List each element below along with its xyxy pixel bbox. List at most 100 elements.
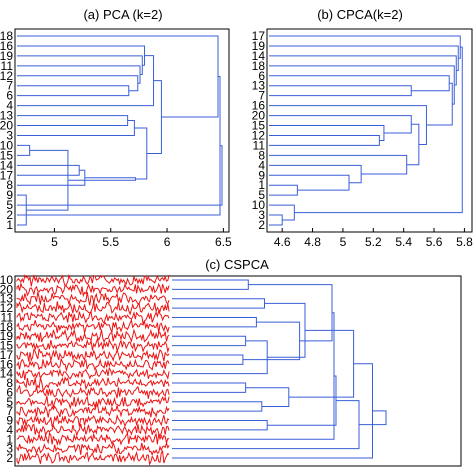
leaf-label-c-9: 16	[0, 357, 13, 371]
leaf-label-a-16: 9	[6, 188, 13, 202]
x-tick-label-a-3: 6.5	[215, 235, 232, 249]
panel-c-signal	[16, 273, 170, 466]
merge-link-a-12	[17, 55, 143, 76]
signal-trace	[16, 348, 170, 362]
signal-trace	[16, 384, 170, 399]
merge-link-a-9	[17, 85, 130, 97]
x-tick-label-b-4: 5.4	[395, 235, 412, 249]
leaf-label-c-3: 12	[0, 301, 13, 315]
merge-link-b-3	[269, 174, 350, 191]
leaf-label-c-13: 5	[6, 395, 13, 409]
x-tick-label-b-0: 4.6	[274, 235, 291, 249]
leaf-label-b-7: 16	[252, 99, 266, 113]
merge-link-c-16	[172, 400, 360, 450]
leaf-label-b-4: 6	[258, 69, 265, 83]
merge-link-b-17	[269, 35, 461, 59]
leaf-label-c-18: 3	[6, 442, 13, 456]
leaf-label-c-2: 13	[0, 292, 13, 306]
panel-a: (a) PCA (k=2) 18161911127641320310151417…	[0, 7, 232, 249]
leaf-label-b-5: 13	[252, 79, 266, 93]
leaf-label-a-15: 8	[6, 178, 13, 192]
leaf-label-a-2: 19	[0, 49, 13, 63]
merge-link-c-10	[172, 401, 263, 412]
leaf-label-a-19: 1	[6, 218, 13, 232]
signal-trace	[16, 300, 170, 316]
merge-link-b-5	[269, 154, 408, 175]
leaf-label-b-18: 3	[258, 208, 265, 222]
leaf-label-b-11: 11	[253, 138, 266, 152]
leaf-label-b-19: 2	[258, 218, 265, 232]
merge-link-c-13	[245, 387, 290, 407]
signal-trace	[16, 404, 170, 418]
leaf-label-b-14: 9	[258, 168, 265, 182]
signal-trace	[16, 273, 170, 287]
leaf-label-a-0: 18	[0, 29, 13, 43]
merge-link-c-0	[172, 279, 249, 290]
leaf-label-b-16: 5	[258, 188, 265, 202]
merge-link-b-8	[269, 115, 412, 134]
x-tick-label-a-0: 5	[51, 235, 58, 249]
merge-link-c-9	[172, 382, 247, 393]
leaf-label-b-10: 12	[252, 128, 266, 142]
leaf-label-c-19: 2	[6, 451, 13, 465]
panel-b: (b) CPCA(k=2) 17191418613716201512118491…	[252, 7, 473, 249]
merge-link-c-14	[267, 375, 337, 426]
panel-b-links	[269, 35, 463, 226]
panel-b-frame	[266, 28, 473, 233]
signal-trace	[16, 395, 170, 410]
merge-link-a-5	[67, 177, 137, 181]
merge-link-b-0	[269, 214, 283, 226]
x-tick-label-a-1: 5.5	[102, 235, 119, 249]
merge-link-a-17	[17, 76, 221, 216]
merge-link-b-12	[269, 75, 450, 92]
leaf-label-b-0: 17	[252, 29, 266, 43]
signal-trace	[16, 291, 170, 306]
merge-link-c-18	[359, 410, 387, 426]
leaf-label-a-12: 15	[0, 148, 13, 162]
signal-trace	[16, 413, 170, 428]
merge-link-a-15	[146, 80, 162, 155]
leaf-label-b-3: 18	[252, 59, 266, 73]
merge-link-a-1	[17, 144, 31, 156]
leaf-label-c-7: 15	[0, 339, 13, 353]
leaf-label-c-17: 1	[6, 432, 13, 446]
signal-trace	[16, 309, 170, 326]
merge-link-b-1	[269, 204, 295, 221]
leaf-label-a-14: 17	[0, 168, 13, 182]
merge-link-c-7	[264, 302, 306, 358]
leaf-label-a-1: 16	[0, 39, 13, 53]
x-tick-label-b-1: 4.8	[304, 235, 321, 249]
leaf-label-a-18: 2	[6, 208, 13, 222]
leaf-label-a-4: 12	[0, 69, 13, 83]
merge-link-b-11	[269, 85, 412, 97]
leaf-label-b-13: 4	[258, 158, 265, 172]
leaf-label-c-12: 6	[6, 385, 13, 399]
merge-link-b-13	[426, 82, 453, 126]
signal-trace	[16, 376, 170, 391]
x-tick-label-a-2: 6	[164, 235, 171, 249]
signal-trace	[16, 281, 170, 298]
merge-link-b-16	[269, 45, 459, 71]
merge-link-c-2	[172, 316, 257, 328]
merge-link-a-14	[17, 55, 155, 107]
merge-link-b-9	[406, 123, 420, 166]
merge-link-c-15	[288, 329, 355, 398]
x-tick-label-b-3: 5.2	[365, 235, 382, 249]
leaf-label-a-9: 20	[0, 119, 13, 133]
signal-trace	[16, 357, 170, 373]
panel-a-title: (a) PCA (k=2)	[83, 7, 162, 22]
merge-link-c-3	[172, 335, 247, 347]
leaf-label-c-4: 11	[1, 310, 14, 324]
leaf-label-b-8: 20	[252, 109, 266, 123]
merge-link-a-8	[134, 127, 148, 180]
leaf-label-c-14: 7	[6, 404, 13, 418]
leaf-label-c-16: 4	[6, 423, 13, 437]
merge-link-a-0	[17, 194, 27, 226]
signal-trace	[16, 328, 170, 344]
leaf-label-c-15: 9	[6, 414, 13, 428]
signal-trace	[16, 318, 170, 335]
merge-link-a-10	[17, 75, 139, 92]
